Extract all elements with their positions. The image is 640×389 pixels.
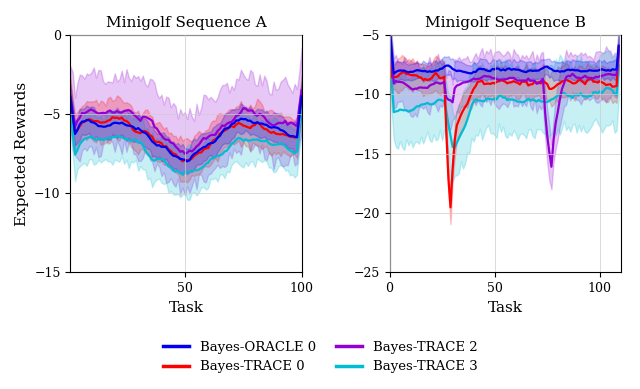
Title: Minigolf Sequence B: Minigolf Sequence B	[425, 16, 586, 30]
X-axis label: Task: Task	[168, 301, 204, 315]
Legend: Bayes-ORACLE 0, Bayes-TRACE 0, Bayes-TRACE 2, Bayes-TRACE 3: Bayes-ORACLE 0, Bayes-TRACE 0, Bayes-TRA…	[157, 335, 483, 378]
Y-axis label: Expected Rewards: Expected Rewards	[15, 82, 29, 226]
X-axis label: Task: Task	[488, 301, 523, 315]
Title: Minigolf Sequence A: Minigolf Sequence A	[106, 16, 266, 30]
